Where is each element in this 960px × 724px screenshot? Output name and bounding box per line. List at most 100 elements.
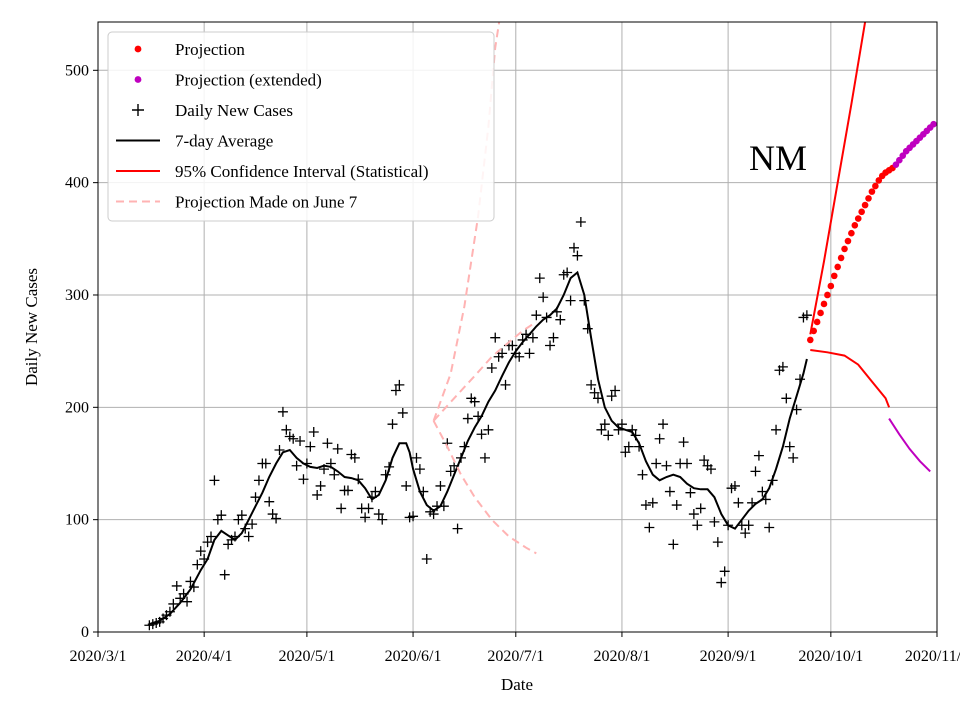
daily-cases-point bbox=[247, 519, 258, 530]
daily-cases-point bbox=[192, 559, 203, 570]
daily-cases-point bbox=[308, 427, 319, 438]
daily-cases-point bbox=[729, 480, 740, 491]
daily-cases-point bbox=[315, 480, 326, 491]
legend: Projection Projection (extended) Daily New… bbox=[107, 31, 495, 222]
daily-cases-point bbox=[281, 424, 292, 435]
daily-cases-point bbox=[305, 441, 316, 452]
daily-cases-point bbox=[342, 485, 353, 496]
95-confidence-interval-lower-extended-line bbox=[888, 418, 931, 473]
daily-cases-point bbox=[298, 474, 309, 485]
daily-cases-point bbox=[329, 469, 340, 480]
daily-cases-point bbox=[336, 503, 347, 514]
daily-cases-point bbox=[743, 520, 754, 531]
daily-cases-point bbox=[349, 452, 360, 463]
daily-cases-point bbox=[781, 393, 792, 404]
daily-cases-point bbox=[168, 598, 179, 609]
daily-cases-point bbox=[390, 385, 401, 396]
projection-point bbox=[865, 195, 872, 202]
x-tick-label: 2020/9/1 bbox=[700, 648, 757, 665]
daily-cases-point bbox=[668, 539, 679, 550]
daily-cases-point bbox=[733, 497, 744, 508]
daily-cases-point bbox=[288, 433, 299, 444]
daily-cases-point bbox=[216, 510, 227, 521]
projection-point bbox=[817, 309, 824, 317]
daily-cases-point bbox=[654, 433, 665, 444]
daily-cases-point bbox=[548, 332, 559, 343]
daily-cases-point bbox=[476, 429, 487, 440]
daily-cases-point bbox=[788, 452, 799, 463]
daily-cases-point bbox=[586, 379, 597, 390]
projection-extended-point bbox=[892, 161, 900, 168]
projection-point bbox=[837, 254, 845, 262]
7-day-average-line bbox=[149, 270, 808, 626]
daily-cases-point bbox=[312, 489, 323, 500]
daily-cases-point bbox=[373, 509, 384, 520]
y-tick-label: 500 bbox=[65, 62, 89, 79]
x-tick-label: 2020/8/1 bbox=[594, 648, 651, 665]
daily-cases-point bbox=[678, 437, 689, 448]
daily-cases-point bbox=[411, 452, 422, 463]
daily-cases-point bbox=[394, 379, 405, 390]
daily-cases-point bbox=[236, 510, 247, 521]
projection-point bbox=[861, 201, 869, 209]
daily-cases-point bbox=[589, 387, 600, 398]
projection-point bbox=[868, 188, 876, 195]
daily-cases-point bbox=[483, 424, 494, 435]
daily-cases-point bbox=[408, 511, 419, 522]
daily-cases-point bbox=[295, 436, 306, 447]
daily-cases-point bbox=[219, 569, 230, 580]
daily-cases-point bbox=[486, 363, 497, 374]
daily-cases-point bbox=[740, 528, 751, 539]
daily-cases-point bbox=[644, 522, 655, 533]
daily-cases-point bbox=[377, 514, 388, 525]
daily-cases-point bbox=[637, 469, 648, 480]
daily-cases-point bbox=[719, 566, 730, 577]
daily-cases-point bbox=[610, 385, 621, 396]
y-tick-label: 0 bbox=[81, 624, 89, 641]
daily-cases-point bbox=[562, 267, 573, 278]
projection-extended-point bbox=[930, 120, 937, 128]
daily-cases-point bbox=[695, 503, 706, 514]
projection-point bbox=[806, 336, 814, 344]
daily-cases-point bbox=[171, 580, 182, 591]
daily-cases-point bbox=[291, 460, 302, 471]
95-confidence-interval-lower-line bbox=[810, 349, 891, 408]
daily-cases-point bbox=[596, 424, 607, 435]
projection-point bbox=[830, 272, 838, 280]
daily-cases-point bbox=[524, 348, 535, 359]
daily-cases-point bbox=[575, 216, 586, 227]
projection-point bbox=[872, 182, 879, 190]
daily-cases-point bbox=[565, 295, 576, 306]
daily-cases-point bbox=[682, 458, 693, 469]
daily-cases-point bbox=[514, 351, 525, 362]
daily-cases-point bbox=[620, 447, 631, 458]
daily-cases-point bbox=[647, 497, 658, 508]
daily-cases-point bbox=[370, 486, 381, 497]
daily-cases-point bbox=[712, 537, 723, 548]
daily-cases-point bbox=[452, 523, 463, 534]
axes: 2020/3/1 2020/4/1 2020/5/1 2020/6/1 2020/7/1… bbox=[65, 62, 960, 665]
projection-point bbox=[824, 291, 831, 299]
daily-cases-point bbox=[274, 445, 285, 456]
daily-cases-point bbox=[716, 577, 727, 588]
daily-cases-point bbox=[757, 486, 768, 497]
projection-point bbox=[834, 263, 841, 271]
projection-point bbox=[844, 237, 852, 245]
x-tick-label: 2020/7/1 bbox=[487, 648, 544, 665]
x-axis-label: Date bbox=[501, 675, 533, 694]
projection-point bbox=[851, 222, 859, 229]
daily-cases-point bbox=[705, 464, 716, 475]
daily-cases-point bbox=[401, 480, 412, 491]
daily-cases-point bbox=[784, 441, 795, 452]
daily-cases-point bbox=[387, 419, 398, 430]
daily-cases-point bbox=[414, 464, 425, 475]
daily-cases-point bbox=[209, 475, 220, 486]
daily-cases-point bbox=[603, 430, 614, 441]
daily-cases-point bbox=[182, 596, 193, 607]
daily-cases-point bbox=[688, 509, 699, 520]
x-tick-label: 2020/11/1 bbox=[905, 648, 960, 665]
daily-cases-point bbox=[569, 242, 580, 253]
projection-point bbox=[813, 318, 821, 326]
